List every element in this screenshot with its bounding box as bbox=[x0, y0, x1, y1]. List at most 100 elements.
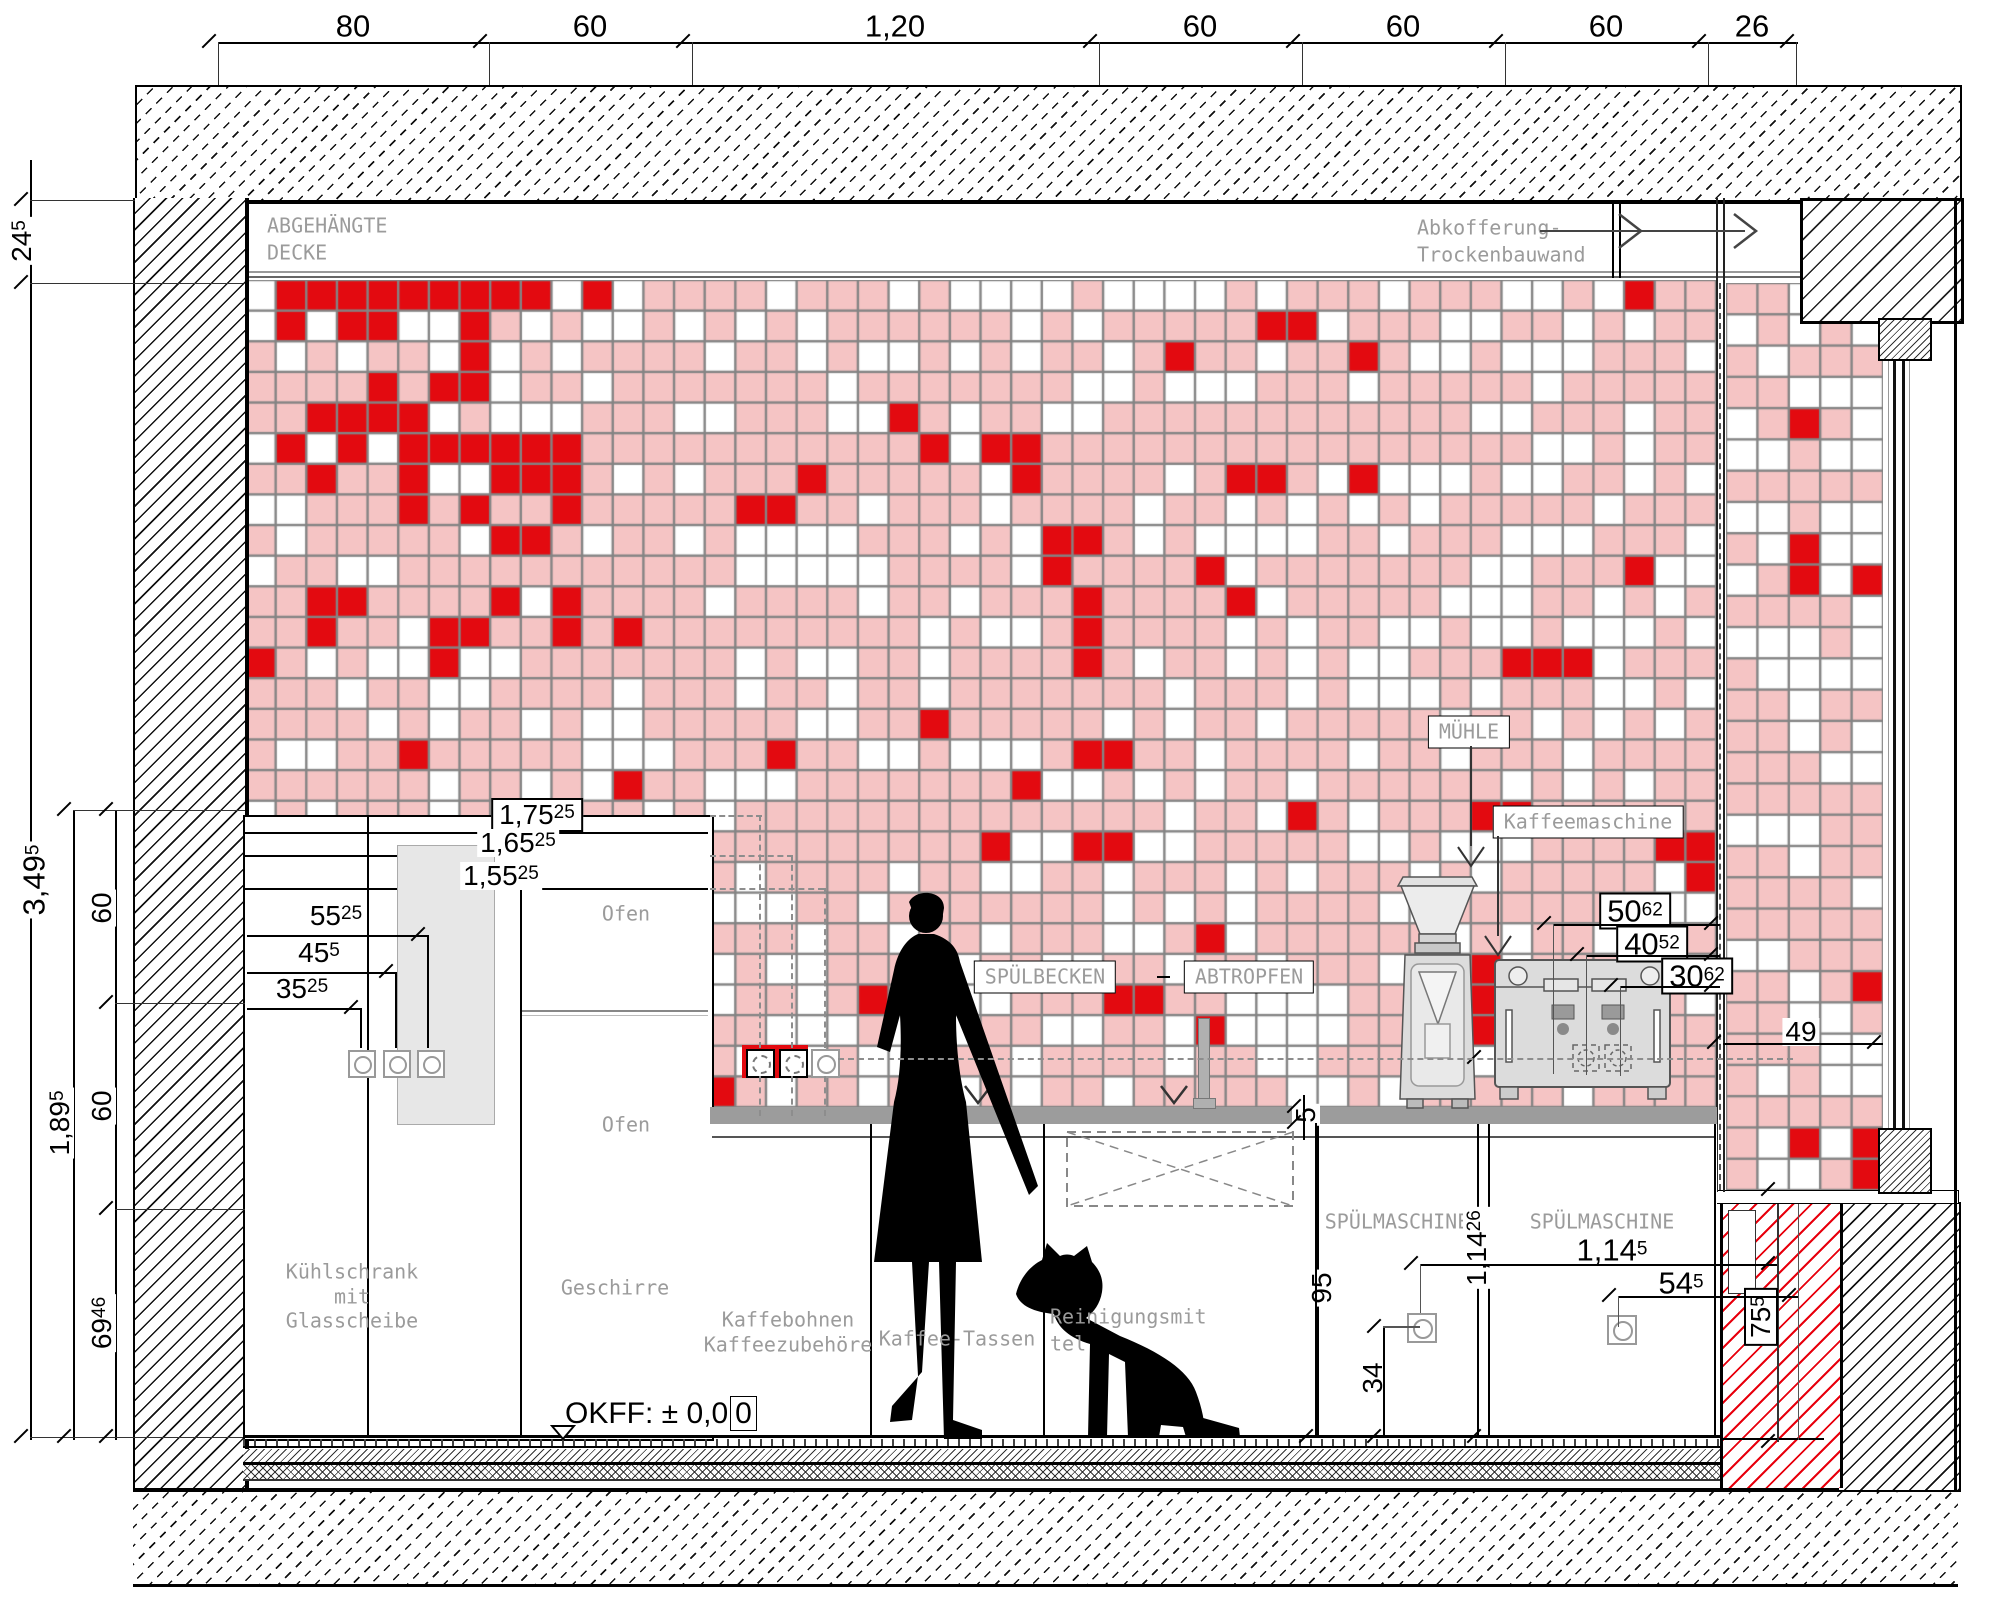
abkofferung-edge bbox=[1619, 200, 1621, 278]
dim-line bbox=[1420, 1264, 1777, 1266]
socket-icon bbox=[746, 1049, 775, 1078]
cabinet-shelf-line bbox=[245, 855, 520, 857]
tile-wall-right-strip bbox=[1726, 283, 1883, 1190]
kaffeemaschine-label: Kaffeemaschine bbox=[1492, 805, 1684, 839]
knee-wall-floor-line bbox=[1720, 1438, 1824, 1440]
cabinet-divider bbox=[520, 888, 522, 1437]
dim-top-2: 1,20 bbox=[861, 10, 929, 42]
dim-line bbox=[1708, 42, 1709, 85]
dim-line bbox=[791, 855, 793, 1048]
socket-icon bbox=[779, 1049, 808, 1078]
dim-tick bbox=[56, 801, 72, 817]
dim-socket-offset-2: 3525 bbox=[272, 975, 332, 1003]
dim-top-5: 60 bbox=[1585, 10, 1627, 42]
cabinet-divider bbox=[870, 1124, 872, 1437]
dim-line bbox=[759, 1076, 761, 1116]
socket-icon bbox=[1607, 1315, 1637, 1345]
spuelbecken-label: SPÜLBECKEN bbox=[973, 960, 1117, 994]
window-frame-sill bbox=[1878, 1128, 1932, 1194]
cabinet-rail-line bbox=[712, 1136, 1715, 1138]
dim-tick bbox=[13, 191, 29, 207]
dim-line bbox=[1303, 1095, 1305, 1140]
dim-line bbox=[838, 1058, 1793, 1060]
window-frame-head bbox=[1878, 318, 1932, 361]
dog-silhouette bbox=[1016, 1243, 1240, 1437]
dim-tick bbox=[98, 994, 114, 1010]
dim-line bbox=[30, 200, 135, 201]
socket-icon bbox=[417, 1050, 445, 1078]
dim-line bbox=[247, 972, 395, 974]
kuehlschrank-label-line3: Glasscheibe bbox=[285, 1308, 419, 1333]
ceiling-line bbox=[243, 276, 1800, 278]
dim-machine-2: 3062 bbox=[1661, 957, 1733, 995]
coffee-grinder bbox=[1396, 876, 1479, 1109]
okff-boxed-zero: 0 bbox=[730, 1396, 757, 1431]
kuehlschrank-label-line1: Kühlschrank bbox=[285, 1259, 419, 1284]
dim-dw-right: 1,145 bbox=[1573, 1234, 1651, 1266]
glass-panel bbox=[397, 845, 495, 1125]
muehle-leader bbox=[1470, 746, 1472, 846]
glazing-pane bbox=[1902, 357, 1905, 1128]
abkofferung-label-line2: Trockenbauwand bbox=[1417, 242, 1586, 267]
drain-arrow-icon bbox=[964, 1085, 992, 1106]
dim-extension bbox=[1798, 1202, 1799, 1440]
kaffee-tassen-label: Kaffee-Tassen bbox=[878, 1326, 1036, 1351]
cabinet-divider bbox=[1714, 1124, 1716, 1437]
floor-layer-ticks bbox=[243, 1439, 1720, 1446]
dim-line bbox=[1723, 1043, 1883, 1045]
dim-60a: 60 bbox=[86, 889, 117, 927]
dim-line bbox=[1099, 42, 1100, 85]
glazing-line bbox=[1888, 357, 1889, 1128]
left-dim-line-inner bbox=[115, 810, 117, 1440]
dim-socket-height-2: 1,5525 bbox=[460, 862, 542, 890]
dim-glass-offset: 49 bbox=[1782, 1018, 1820, 1046]
dim-dw-left: 1,1426 bbox=[1461, 1207, 1492, 1289]
dim-top-6: 26 bbox=[1731, 10, 1773, 42]
dim-line bbox=[1505, 42, 1506, 85]
bottom-slab-section bbox=[133, 1488, 1958, 1587]
dim-tick bbox=[472, 33, 488, 49]
dim-line bbox=[427, 935, 429, 1048]
dim-tick bbox=[98, 801, 114, 817]
dim-line bbox=[30, 1437, 243, 1438]
muehle-label: MÜHLE bbox=[1427, 715, 1511, 749]
dim-socket-dist: 545 bbox=[1655, 1267, 1707, 1299]
top-slab-section bbox=[135, 85, 1962, 204]
dim-60b: 60 bbox=[86, 1087, 117, 1125]
dim-line bbox=[1586, 955, 1720, 957]
dim-line bbox=[1586, 955, 1587, 1075]
abkofferung-box-section bbox=[1800, 198, 1964, 324]
dim-line bbox=[710, 888, 824, 890]
dim-line bbox=[1620, 986, 1621, 1076]
faucet bbox=[1198, 1018, 1210, 1109]
dim-room-height: 3,495 bbox=[17, 841, 52, 919]
arrow-down-icon bbox=[1484, 935, 1512, 957]
dim-socket-height-1: 1,6525 bbox=[477, 829, 559, 857]
dim-ceiling-offset: 245 bbox=[6, 217, 37, 265]
dim-tick bbox=[98, 1428, 114, 1444]
level-triangle-icon bbox=[550, 1425, 576, 1441]
ceiling-label-line2: DECKE bbox=[267, 240, 328, 265]
right-wall-section bbox=[1837, 1202, 1961, 1492]
drain-arrow-icon bbox=[1160, 1085, 1188, 1106]
dim-line bbox=[759, 815, 761, 1048]
spuelmaschine-right-label: SPÜLMASCHINE bbox=[1529, 1209, 1675, 1234]
ceiling-label-line1: ABGEHÄNGTE bbox=[267, 213, 388, 238]
dim-line bbox=[710, 855, 793, 857]
base-cabinet-area bbox=[710, 1124, 1717, 1437]
dim-tick bbox=[1488, 33, 1504, 49]
dim-tick bbox=[56, 1428, 72, 1444]
oven-split-line bbox=[522, 1010, 708, 1012]
kaffebohnen-label-line1: Kaffebohnen bbox=[721, 1307, 855, 1332]
glazing-pane bbox=[1893, 357, 1896, 1128]
dim-line bbox=[247, 1008, 360, 1010]
dim-line bbox=[1302, 42, 1303, 85]
dim-line bbox=[692, 42, 693, 85]
dim-socket-height-0: 1,7525 bbox=[491, 798, 583, 832]
dim-line bbox=[218, 42, 219, 85]
dim-tick bbox=[201, 33, 217, 49]
dim-line bbox=[824, 1076, 826, 1116]
dim-top-3: 60 bbox=[1179, 10, 1221, 42]
abkofferung-edge bbox=[1612, 200, 1614, 278]
